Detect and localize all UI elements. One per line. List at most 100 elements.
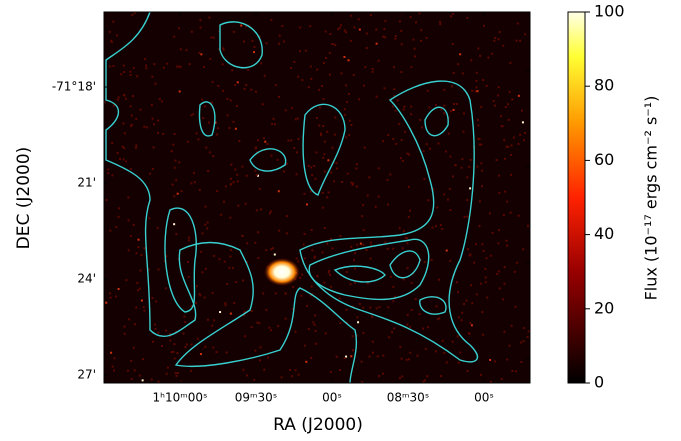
noise-pixel	[299, 26, 302, 29]
noise-pixel	[141, 379, 144, 382]
noise-pixel	[516, 261, 519, 264]
noise-pixel	[219, 311, 222, 314]
noise-pixel	[321, 85, 324, 88]
noise-pixel	[319, 132, 322, 135]
noise-pixel	[113, 357, 116, 360]
noise-pixel	[206, 227, 209, 230]
noise-pixel	[231, 266, 234, 269]
noise-pixel	[258, 35, 261, 38]
noise-pixel	[291, 308, 294, 311]
noise-pixel	[277, 190, 280, 193]
noise-pixel	[190, 305, 193, 308]
noise-pixel	[149, 172, 152, 175]
noise-pixel	[250, 88, 253, 91]
noise-pixel	[178, 90, 181, 93]
noise-pixel	[218, 258, 221, 261]
noise-pixel	[190, 114, 193, 117]
contour	[302, 103, 346, 196]
noise-pixel	[230, 163, 233, 166]
noise-pixel	[353, 26, 356, 29]
noise-pixel	[323, 140, 326, 143]
noise-pixel	[509, 61, 512, 64]
noise-pixel	[209, 57, 212, 60]
noise-pixel	[356, 243, 359, 246]
noise-pixel	[229, 312, 232, 315]
noise-pixel	[294, 118, 297, 121]
noise-pixel	[466, 369, 469, 372]
noise-pixel	[503, 330, 506, 333]
noise-pixel	[360, 360, 363, 363]
noise-pixel	[355, 167, 358, 170]
noise-pixel	[441, 228, 444, 231]
noise-pixel	[401, 159, 404, 162]
noise-pixel	[409, 351, 412, 354]
noise-pixel	[144, 57, 147, 60]
noise-pixel	[133, 12, 136, 15]
noise-pixel	[375, 95, 378, 98]
noise-pixel	[296, 117, 299, 120]
noise-pixel	[399, 345, 402, 348]
image-noise	[104, 12, 530, 383]
y-tick-label: -71°18'	[52, 80, 96, 94]
noise-pixel	[377, 59, 380, 62]
noise-pixel	[173, 343, 176, 346]
colorbar-tick-label: 20	[594, 298, 614, 317]
noise-pixel	[314, 314, 317, 317]
noise-pixel	[140, 253, 143, 256]
noise-pixel	[460, 319, 463, 322]
noise-pixel	[309, 25, 312, 28]
noise-pixel	[358, 302, 361, 305]
noise-pixel	[127, 318, 130, 321]
noise-pixel	[511, 98, 514, 101]
noise-pixel	[179, 66, 182, 69]
noise-pixel	[429, 147, 432, 150]
noise-pixel	[270, 154, 273, 157]
image	[104, 12, 530, 383]
noise-pixel	[284, 317, 287, 320]
noise-pixel	[127, 219, 130, 222]
noise-pixel	[230, 183, 233, 186]
noise-pixel	[258, 322, 261, 325]
noise-pixel	[352, 349, 355, 352]
noise-pixel	[157, 119, 160, 122]
noise-pixel	[522, 248, 525, 251]
noise-pixel	[345, 355, 348, 358]
x-tick-label: 00ˢ	[322, 391, 342, 405]
noise-pixel	[391, 105, 394, 108]
noise-pixel	[388, 336, 391, 339]
noise-pixel	[410, 113, 413, 116]
noise-pixel	[173, 166, 176, 169]
noise-pixel	[500, 377, 503, 380]
noise-pixel	[477, 137, 480, 140]
noise-pixel	[184, 320, 187, 323]
noise-pixel	[425, 36, 428, 39]
noise-pixel	[243, 87, 246, 90]
noise-pixel	[393, 95, 396, 98]
noise-pixel	[384, 241, 387, 244]
noise-pixel	[420, 29, 423, 32]
noise-pixel	[293, 60, 296, 63]
noise-pixel	[394, 35, 397, 38]
noise-pixel	[289, 368, 292, 371]
noise-pixel	[405, 358, 408, 361]
noise-pixel	[348, 92, 351, 95]
noise-pixel	[270, 329, 273, 332]
noise-pixel	[462, 112, 465, 115]
colorbar-tick-label: 0	[594, 373, 604, 392]
noise-pixel	[314, 329, 317, 332]
noise-pixel	[150, 378, 153, 381]
noise-pixel	[203, 105, 206, 108]
noise-pixel	[206, 318, 209, 321]
noise-pixel	[326, 196, 329, 199]
noise-pixel	[236, 81, 239, 84]
noise-pixel	[383, 87, 386, 90]
noise-pixel	[265, 42, 268, 45]
noise-pixel	[327, 271, 330, 274]
noise-pixel	[117, 288, 120, 291]
noise-pixel	[216, 190, 219, 193]
noise-pixel	[369, 257, 372, 260]
noise-pixel	[392, 247, 395, 250]
noise-pixel	[400, 357, 403, 360]
noise-pixel	[402, 108, 405, 111]
noise-pixel	[517, 142, 520, 145]
